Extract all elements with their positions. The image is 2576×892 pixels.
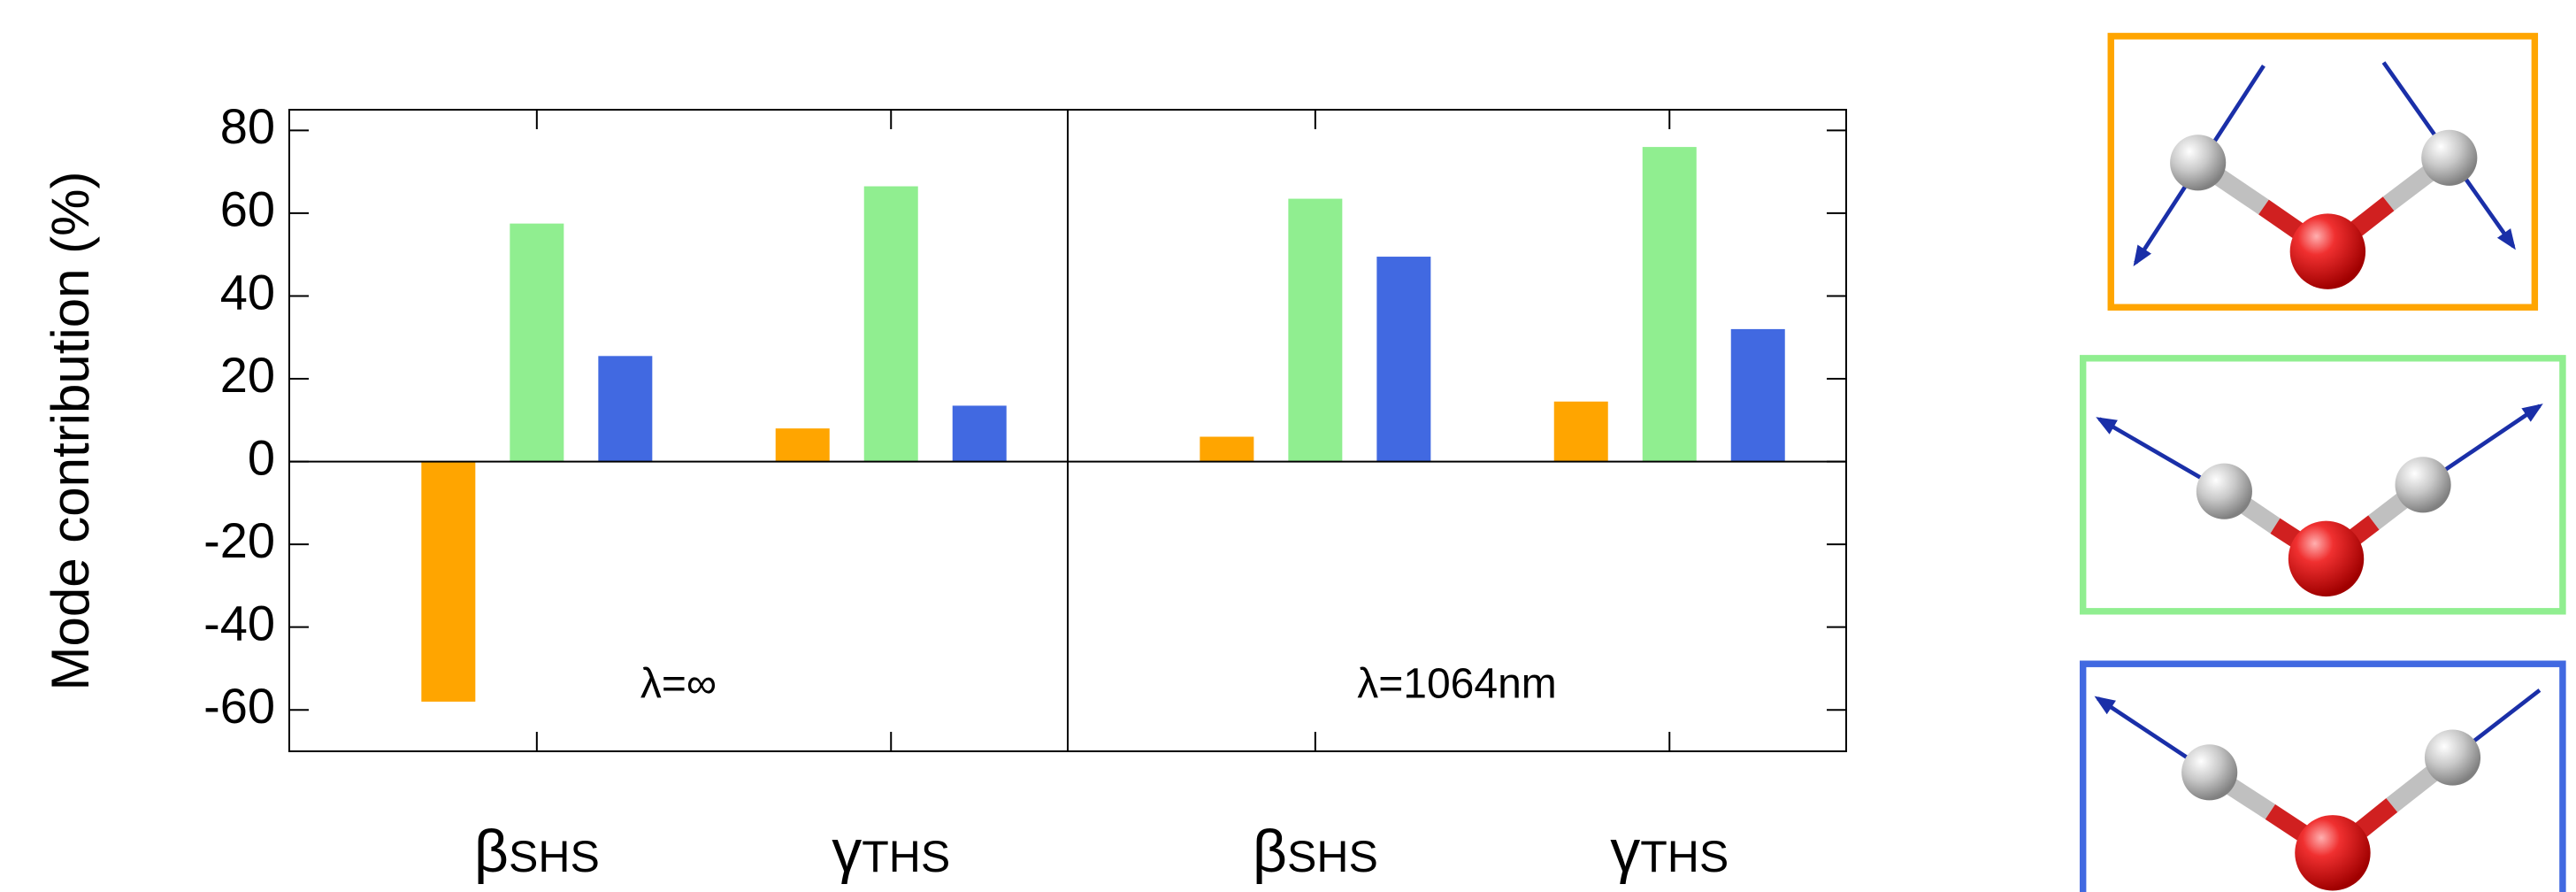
category-symbol: β: [474, 818, 509, 885]
y-tick-label: 60: [220, 181, 275, 237]
category-subscript: SHS: [1287, 832, 1378, 881]
y-tick-label: 40: [220, 264, 275, 319]
category-subscript: THS: [862, 832, 950, 881]
x-tick-label: γTHS: [1610, 818, 1729, 885]
molecule: [2099, 406, 2540, 596]
bar: [421, 462, 475, 702]
bar: [1643, 147, 1697, 461]
category-subscript: SHS: [509, 832, 600, 881]
panel-annotation: λ=1064nm: [1357, 661, 1557, 708]
category-symbol: β: [1253, 818, 1287, 885]
page: {"chart_data": {"type": "bar", "ylabel":…: [0, 0, 2576, 892]
chart: Mode contribution (%): [0, 0, 2576, 892]
x-tick-label: βSHS: [474, 818, 600, 885]
category-subscript: THS: [1640, 832, 1729, 881]
bar: [864, 187, 918, 462]
category-symbol: γ: [832, 818, 862, 885]
y-tick-label: 0: [248, 429, 275, 485]
y-tick-label: 80: [220, 98, 275, 154]
bar: [510, 224, 564, 462]
bar: [1376, 257, 1430, 462]
y-tick-label: 20: [220, 347, 275, 403]
x-tick-label: βSHS: [1253, 818, 1378, 885]
bar: [1288, 199, 1342, 462]
y-tick-label: -40: [203, 595, 275, 650]
x-tick-label: γTHS: [832, 818, 950, 885]
bar: [776, 428, 830, 461]
bar: [1731, 329, 1785, 462]
molecule: [2135, 63, 2513, 289]
category-symbol: γ: [1610, 818, 1640, 885]
mode-illustrations: [2083, 36, 2563, 892]
bar: [1200, 437, 1254, 462]
bar: [598, 356, 652, 461]
molecule: [2097, 690, 2540, 891]
bar: [1554, 402, 1608, 462]
panel-annotation: λ=∞: [640, 661, 717, 708]
y-tick-label: -60: [203, 678, 275, 734]
y-axis-title: Mode contribution (%): [41, 172, 100, 691]
y-tick-label: -20: [203, 512, 275, 568]
bar: [953, 405, 1007, 461]
